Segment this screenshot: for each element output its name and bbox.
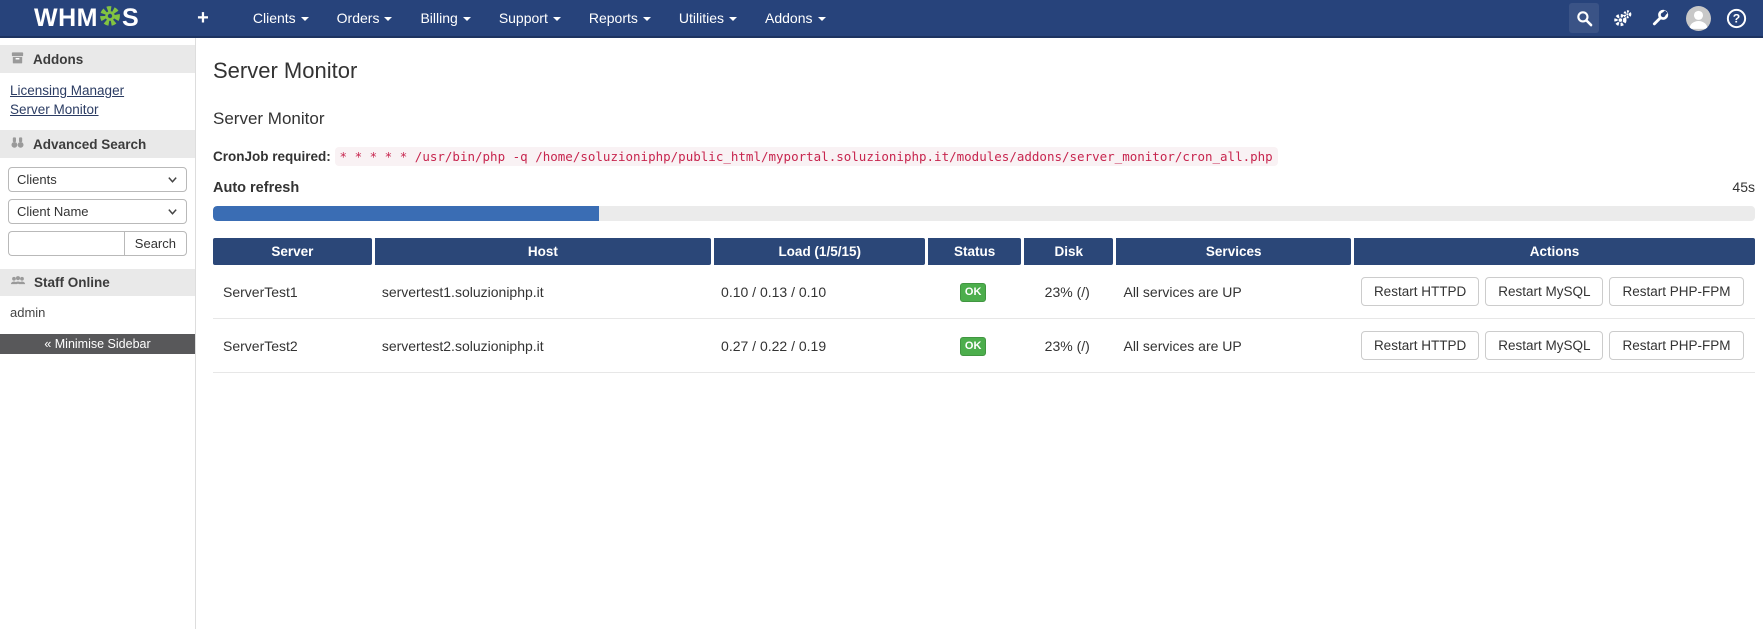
staff-group-icon	[10, 274, 26, 291]
chevron-down-icon	[642, 17, 651, 22]
host-cell: servertest2.soluzioniphp.it	[371, 319, 712, 373]
table-row: ServerTest2 servertest2.soluzioniphp.it …	[213, 319, 1755, 373]
chevron-down-icon	[729, 17, 738, 22]
staff-online-member: admin	[10, 305, 46, 320]
sidebar-link-server-monitor[interactable]: Server Monitor	[10, 102, 99, 117]
services-cell: All services are UP	[1113, 319, 1351, 373]
restart-phpfpm-button[interactable]: Restart PHP-FPM	[1609, 331, 1744, 360]
column-header-actions: Actions	[1350, 238, 1755, 265]
addons-box-icon	[10, 50, 25, 68]
logo-text-suffix: S	[121, 3, 140, 32]
admin-sidebar: Addons Licensing Manager Server Monitor …	[0, 38, 196, 629]
cronjob-line: CronJob required: * * * * * /usr/bin/php…	[213, 147, 1755, 166]
column-header-server: Server	[213, 238, 372, 265]
restart-phpfpm-button[interactable]: Restart PHP-FPM	[1609, 277, 1744, 306]
auto-refresh-progress-fill	[213, 206, 599, 221]
chevron-down-icon	[817, 17, 826, 22]
sidebar-section-title: Staff Online	[34, 275, 110, 290]
cronjob-command: * * * * * /usr/bin/php -q /home/soluzion…	[334, 147, 1278, 166]
sidebar-section-addons: Addons	[0, 45, 195, 73]
search-field-select[interactable]: Client Name	[8, 199, 187, 224]
cronjob-label: CronJob required:	[213, 149, 331, 164]
server-name-cell: ServerTest1	[213, 265, 372, 319]
menu-item-billing[interactable]: Billing	[406, 10, 484, 26]
chevron-down-icon	[168, 209, 177, 215]
avatar	[1685, 5, 1711, 31]
table-header-row: Server Host Load (1/5/15) Status Disk Se…	[213, 238, 1755, 265]
load-cell: 0.27 / 0.22 / 0.19	[711, 319, 926, 373]
sidebar-link-licensing-manager[interactable]: Licensing Manager	[10, 83, 125, 98]
quick-add-button[interactable]: +	[197, 6, 209, 29]
column-header-load: Load (1/5/15)	[711, 238, 926, 265]
advanced-search-form: Clients Client Name Search	[0, 158, 195, 260]
top-navbar: WHM S + Clients Orders Billing Support R…	[0, 0, 1763, 38]
server-monitor-table: Server Host Load (1/5/15) Status Disk Se…	[213, 238, 1755, 373]
table-row: ServerTest1 servertest1.soluzioniphp.it …	[213, 265, 1755, 319]
services-cell: All services are UP	[1113, 265, 1351, 319]
auto-refresh-progressbar	[213, 206, 1755, 221]
automation-status-icon[interactable]	[1607, 3, 1637, 33]
system-tools-icon[interactable]	[1645, 3, 1675, 33]
column-header-status: Status	[925, 238, 1021, 265]
advanced-search-button[interactable]: Search	[123, 231, 187, 256]
auto-refresh-label: Auto refresh	[213, 180, 300, 196]
menu-item-orders[interactable]: Orders	[323, 10, 407, 26]
status-badge: OK	[959, 282, 987, 302]
auto-refresh-row: Auto refresh 45s	[213, 179, 1755, 196]
disk-cell: 23% (/)	[1020, 265, 1114, 319]
actions-cell: Restart HTTPD Restart MySQL Restart PHP-…	[1350, 319, 1755, 373]
sidebar-section-staff-online: Staff Online	[0, 269, 195, 296]
menu-item-reports[interactable]: Reports	[575, 10, 665, 26]
restart-mysql-button[interactable]: Restart MySQL	[1485, 277, 1604, 306]
column-header-host: Host	[371, 238, 712, 265]
status-cell: OK	[925, 265, 1021, 319]
menu-item-addons[interactable]: Addons	[751, 10, 839, 26]
user-avatar[interactable]	[1683, 3, 1713, 33]
logo-gear-icon	[98, 5, 122, 32]
search-icon[interactable]	[1569, 3, 1599, 33]
search-type-select[interactable]: Clients	[8, 167, 187, 192]
addons-links: Licensing Manager Server Monitor	[0, 73, 195, 125]
logo-text-prefix: WHM	[34, 3, 98, 32]
menu-item-support[interactable]: Support	[485, 10, 575, 26]
menu-item-utilities[interactable]: Utilities	[665, 10, 751, 26]
status-cell: OK	[925, 319, 1021, 373]
chevron-down-icon	[300, 17, 309, 22]
column-header-services: Services	[1113, 238, 1351, 265]
actions-cell: Restart HTTPD Restart MySQL Restart PHP-…	[1350, 265, 1755, 319]
advanced-search-input[interactable]	[8, 231, 124, 256]
chevron-down-icon	[552, 17, 561, 22]
sidebar-section-title: Addons	[33, 51, 84, 67]
chevron-down-icon	[384, 17, 393, 22]
main-content: Server Monitor Server Monitor CronJob re…	[196, 38, 1763, 629]
chevron-down-icon	[462, 17, 471, 22]
restart-httpd-button[interactable]: Restart HTTPD	[1360, 331, 1480, 360]
server-name-cell: ServerTest2	[213, 319, 372, 373]
help-icon[interactable]: ?	[1721, 3, 1751, 33]
status-badge: OK	[959, 336, 987, 356]
disk-cell: 23% (/)	[1020, 319, 1114, 373]
binoculars-icon	[10, 135, 25, 153]
svg-text:?: ?	[1732, 11, 1739, 25]
module-title: Server Monitor	[213, 109, 325, 128]
chevron-down-icon	[168, 177, 177, 183]
minimise-sidebar-button[interactable]: « Minimise Sidebar	[0, 334, 195, 354]
load-cell: 0.10 / 0.13 / 0.10	[711, 265, 926, 319]
host-cell: servertest1.soluzioniphp.it	[371, 265, 712, 319]
restart-mysql-button[interactable]: Restart MySQL	[1485, 331, 1604, 360]
sidebar-section-advanced-search: Advanced Search	[0, 130, 195, 158]
navbar-icon-group: ?	[1561, 3, 1751, 33]
page-title: Server Monitor	[213, 58, 358, 83]
column-header-disk: Disk	[1020, 238, 1114, 265]
whmcs-logo[interactable]: WHM S	[34, 5, 139, 32]
advanced-search-group: Search	[8, 231, 187, 256]
main-menu: Clients Orders Billing Support Reports U…	[239, 10, 840, 26]
sidebar-section-title: Advanced Search	[33, 136, 147, 152]
restart-httpd-button[interactable]: Restart HTTPD	[1360, 277, 1480, 306]
auto-refresh-countdown: 45s	[1732, 179, 1755, 195]
menu-item-clients[interactable]: Clients	[239, 10, 323, 26]
